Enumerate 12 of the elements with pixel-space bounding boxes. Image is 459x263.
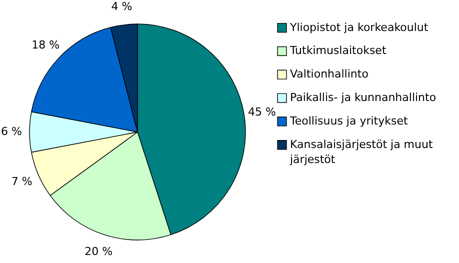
data-label: 18 % <box>32 38 60 52</box>
legend-label: Tutkimuslaitokset <box>289 44 387 58</box>
legend-label: Valtionhallinto <box>290 68 369 81</box>
data-label: 45 % <box>248 105 276 118</box>
legend-label: Kansalaisjärjestöt ja muut järjestöt <box>289 138 434 166</box>
data-label: 6 % <box>1 125 22 138</box>
data-label: 4 % <box>111 0 132 13</box>
legend-label: Teollisuus ja yritykset <box>289 114 408 128</box>
data-label: 7 % <box>11 175 32 188</box>
data-label: 20 % <box>84 244 113 258</box>
legend-label: Yliopistot ja korkeakoulut <box>289 20 429 34</box>
legend-label: Paikallis- ja kunnanhallinto <box>290 91 436 104</box>
